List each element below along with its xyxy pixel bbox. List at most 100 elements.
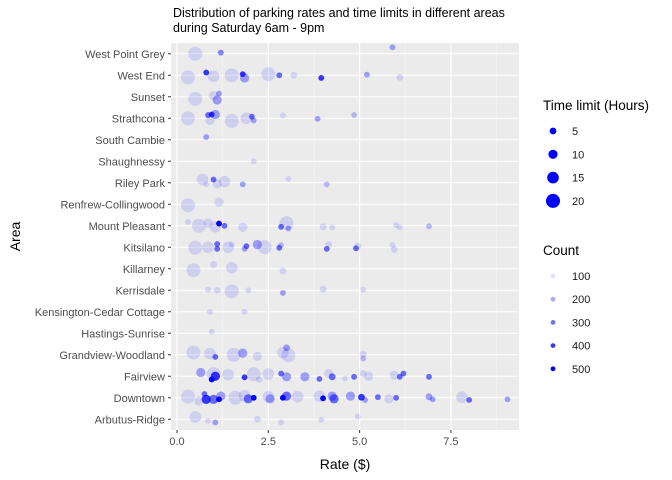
data-point: [238, 222, 248, 232]
data-point: [203, 181, 210, 188]
data-point: [400, 370, 407, 377]
y-tick-label: West Point Grey: [85, 49, 165, 61]
data-point: [194, 396, 204, 406]
data-point: [185, 219, 191, 225]
legend-count-label: 300: [572, 317, 590, 329]
data-point: [224, 284, 239, 299]
legend-count-title: Count: [543, 243, 579, 258]
legend-count: Count 100 200 300 400 500: [543, 243, 590, 376]
legend-time-limit-title: Time limit (Hours): [543, 98, 649, 113]
data-point: [180, 198, 195, 213]
data-point: [210, 176, 217, 183]
data-point: [212, 179, 222, 189]
data-point: [224, 113, 239, 128]
data-point: [353, 245, 359, 252]
data-point: [429, 396, 436, 403]
data-point: [214, 241, 221, 247]
data-point: [329, 394, 339, 404]
data-point: [345, 391, 356, 401]
data-point: [354, 242, 362, 250]
data-point: [216, 220, 222, 227]
legend-size-swatch: [547, 171, 559, 184]
x-axis-title: Rate ($): [320, 456, 371, 472]
y-tick-label: Kitsilano: [123, 242, 165, 254]
data-point: [208, 91, 219, 101]
data-point: [201, 394, 211, 404]
data-point: [212, 419, 219, 426]
plot-panel: [171, 43, 519, 430]
legend-count-label: 400: [572, 341, 590, 353]
data-point: [276, 72, 283, 79]
data-point: [285, 176, 292, 182]
data-point: [252, 239, 262, 250]
data-point: [196, 173, 209, 186]
data-point: [359, 370, 367, 377]
legend-size-label: 15: [572, 173, 584, 185]
x-tick-label: 5.0: [352, 436, 367, 448]
data-point: [276, 244, 283, 251]
legend-count-swatch: [550, 320, 556, 325]
y-axis-title: Area: [7, 222, 23, 252]
data-point: [393, 222, 400, 229]
y-tick-label: Kensington-Cedar Cottage: [35, 307, 165, 319]
legend-count-swatch: [550, 273, 556, 279]
data-point: [241, 374, 248, 381]
legend-size-label: 10: [572, 149, 584, 161]
data-point: [319, 285, 327, 293]
legend-count-swatch: [550, 366, 556, 372]
data-point: [358, 393, 365, 401]
data-point: [228, 390, 243, 405]
y-tick-label: Strathcona: [112, 113, 166, 125]
data-point: [285, 225, 292, 232]
data-point: [212, 95, 222, 105]
y-tick-label: Hastings-Sunrise: [81, 328, 165, 340]
data-point: [203, 218, 213, 228]
x-tick-label: 7.5: [443, 436, 458, 448]
data-point: [360, 355, 367, 362]
data-point: [323, 181, 330, 188]
data-point: [188, 240, 203, 255]
y-tick-label: Renfrew-Collingwood: [60, 199, 165, 211]
legend-size-swatch: [549, 127, 557, 135]
data-point: [203, 134, 210, 140]
data-point: [362, 396, 369, 403]
data-point: [342, 375, 348, 382]
data-point: [224, 68, 239, 83]
legend-size-label: 20: [572, 196, 584, 208]
data-point: [351, 112, 358, 118]
data-point: [238, 348, 248, 358]
data-point: [291, 390, 304, 403]
y-tick-label: Shaughnessy: [98, 156, 165, 168]
y-axis: West Point Grey West End Sunset Strathcona S…: [35, 49, 171, 426]
data-point: [202, 241, 214, 254]
data-point: [216, 396, 222, 403]
data-point: [364, 371, 374, 381]
data-point: [208, 394, 219, 404]
data-point: [281, 348, 296, 363]
data-point: [314, 115, 321, 122]
chart-title: Distribution of parking rates and time l…: [173, 6, 505, 35]
data-point: [425, 393, 433, 401]
data-point: [205, 417, 211, 424]
data-point: [180, 111, 195, 126]
data-point: [180, 389, 195, 404]
data-point: [250, 117, 257, 124]
data-point: [196, 367, 206, 378]
y-tick-label: Sunset: [131, 92, 165, 104]
data-point: [262, 368, 275, 380]
data-point: [214, 197, 224, 207]
data-point: [426, 373, 432, 380]
legend-count-label: 100: [572, 271, 590, 283]
data-point: [191, 218, 206, 233]
data-point: [210, 371, 220, 381]
data-point: [239, 181, 246, 188]
x-tick-label: 2.5: [261, 436, 276, 448]
data-point: [354, 413, 361, 420]
data-point: [351, 373, 358, 380]
data-point: [186, 263, 201, 278]
data-point: [320, 395, 327, 402]
data-point: [217, 49, 224, 56]
data-point: [228, 241, 235, 248]
data-point: [222, 241, 234, 254]
data-point: [323, 245, 330, 252]
